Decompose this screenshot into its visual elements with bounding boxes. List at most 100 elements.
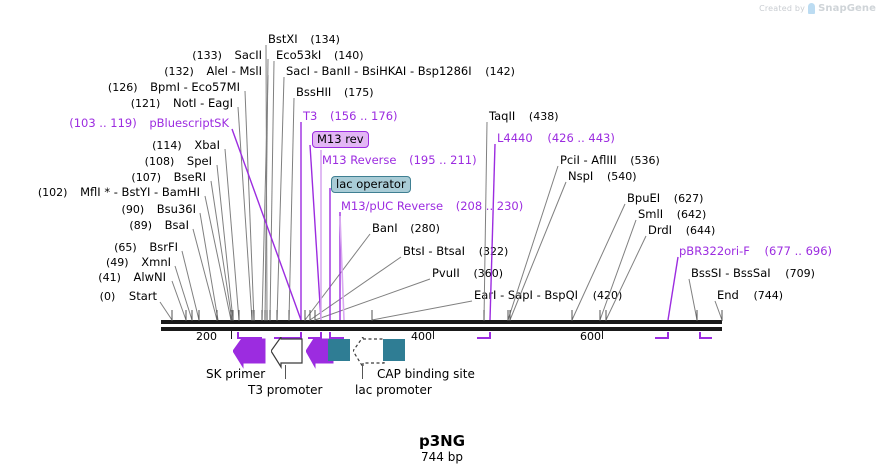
enzyme-position: (360) <box>473 267 504 280</box>
enzyme-position: (280) <box>410 222 440 235</box>
enzyme-name: BssHII <box>296 85 332 99</box>
ruler-tick-600 <box>602 331 603 339</box>
label-mfli-bstyi-bamhi[interactable]: (102) MflI * - BstYI - BamHI <box>0 185 200 200</box>
feature-glyph-sk-primer[interactable] <box>233 337 269 369</box>
feature-label-cap-binding-site[interactable]: CAP binding site <box>377 367 475 381</box>
feature-glyph-lac-operator[interactable] <box>328 339 350 361</box>
label-m13-rev[interactable]: M13 rev <box>312 131 369 148</box>
position: (0) <box>99 290 116 303</box>
label-smli[interactable]: SmlI (642) <box>638 207 707 222</box>
feature-range: (426 .. 443) <box>547 131 615 145</box>
feature-range: (156 .. 176) <box>330 109 398 123</box>
label-alwni[interactable]: (41) AlwNI <box>0 271 166 285</box>
watermark-prefix: Created by <box>759 4 806 13</box>
enzyme-position: (121) <box>130 97 161 110</box>
position: (744) <box>753 289 784 302</box>
feature-label-t3-promoter[interactable]: T3 promoter <box>248 383 323 397</box>
label-bsai[interactable]: (89) BsaI <box>0 219 189 233</box>
label-earl-sapi-bspqi[interactable]: EarI - SapI - BspQI (420) <box>474 289 623 303</box>
enzyme-position: (540) <box>606 170 637 183</box>
enzyme-name: XbaI <box>194 138 220 152</box>
enzyme-position: (133) <box>192 49 222 62</box>
label-bsshii[interactable]: BssHII (175) <box>296 85 374 100</box>
ruler-label-600: 600 <box>580 330 601 343</box>
enzyme-name: NotI - EagI <box>172 96 233 110</box>
label-m13-reverse[interactable]: M13 Reverse (195 .. 211) <box>322 154 477 167</box>
label-m13-puc-reverse[interactable]: M13/pUC Reverse (208 .. 230) <box>341 200 523 213</box>
label-pvuii[interactable]: PvuII (360) <box>432 266 504 281</box>
enzyme-position: (89) <box>129 219 153 232</box>
feature-name: pBluescriptSK <box>149 116 229 130</box>
enzyme-position: (142) <box>485 65 515 78</box>
enzyme-name: BssSI - BssSaI <box>691 266 771 280</box>
enzyme-name: XmnI <box>141 255 171 269</box>
label-sacii[interactable]: (133) SacII <box>0 49 262 63</box>
ruler-tick-200 <box>231 331 232 339</box>
label-taqii[interactable]: TaqII (438) <box>489 109 559 124</box>
label-l4440[interactable]: L4440 (426 .. 443) <box>497 132 615 145</box>
snapgene-logo-icon <box>808 3 816 14</box>
enzyme-position: (140) <box>333 49 364 62</box>
label-nspi[interactable]: NspI (540) <box>568 170 637 184</box>
feature-glyph-cap-binding-site[interactable] <box>383 339 405 361</box>
enzyme-name: SpeI <box>186 154 212 168</box>
enzyme-name: BsrFI <box>149 240 178 254</box>
feature-name: L4440 <box>497 131 533 145</box>
watermark-brand: SnapGene <box>818 3 876 14</box>
label-pbr322ori-f[interactable]: pBR322ori-F (677 .. 696) <box>679 245 832 258</box>
enzyme-name: PvuII <box>432 266 460 280</box>
enzyme-position: (627) <box>673 192 704 205</box>
label-pbluescriptsk[interactable]: (103 .. 119) pBluescriptSK <box>0 117 229 130</box>
label-start[interactable]: (0) Start <box>0 290 157 304</box>
feature-stem-t3-promoter <box>285 365 286 379</box>
feature-glyph-lac-promoter[interactable] <box>353 337 387 369</box>
enzyme-name: SmlI <box>638 207 664 221</box>
label-bpuei[interactable]: BpuEI (627) <box>627 191 704 206</box>
enzyme-position: (49) <box>105 256 129 269</box>
label-bpmi-eco57mi[interactable]: (126) BpmI - Eco57MI <box>0 81 240 95</box>
enzyme-position: (175) <box>343 86 374 99</box>
label-bsssi-bsssai[interactable]: BssSI - BssSaI (709) <box>691 266 815 281</box>
enzyme-name: BpuEI <box>627 191 661 205</box>
enzyme-name: TaqII <box>489 109 516 123</box>
ruler-tick-400 <box>433 331 434 339</box>
label-eco53ki[interactable]: Eco53kI (140) <box>276 48 364 63</box>
enzyme-name: SacI - BanII - BsiHKAI - Bsp1286I <box>286 64 472 78</box>
feature-name: M13 Reverse <box>322 153 397 167</box>
enzyme-position: (126) <box>107 81 138 94</box>
enzyme-name: BanI <box>372 221 398 235</box>
feature-stem-lac-promoter <box>362 365 363 379</box>
plasmid-name: p3NG <box>418 432 466 450</box>
feature-name: M13/pUC Reverse <box>341 199 444 213</box>
label-bstxi[interactable]: BstXI (134) <box>268 33 340 47</box>
feature-label-lac-promoter[interactable]: lac promoter <box>355 383 432 397</box>
enzyme-position: (642) <box>676 208 707 221</box>
feature-name: T3 <box>303 109 318 123</box>
label-alei-msli[interactable]: (132) AleI - MslI <box>0 65 262 79</box>
enzyme-position: (438) <box>528 110 559 123</box>
enzyme-name: Eco53kI <box>276 48 322 62</box>
label-xmni[interactable]: (49) XmnI <box>0 255 171 270</box>
label-bseri[interactable]: (107) BseRI <box>0 171 206 185</box>
feature-label-sk-primer[interactable]: SK primer <box>206 367 266 381</box>
feature-glyph-t3-promoter[interactable] <box>271 337 305 369</box>
label-spei[interactable]: (108) SpeI <box>0 154 212 169</box>
label-noti-eagi[interactable]: (121) NotI - EagI <box>0 96 233 111</box>
enzyme-position: (90) <box>121 203 145 216</box>
label-lac-operator[interactable]: lac operator <box>331 176 411 193</box>
label-xbai[interactable]: (114) XbaI <box>0 138 220 153</box>
label-saci-group[interactable]: SacI - BanII - BsiHKAI - Bsp1286I (142) <box>286 64 515 79</box>
backbone-top-strand <box>161 320 722 324</box>
enzyme-position: (134) <box>310 33 340 46</box>
label-bani[interactable]: BanI (280) <box>372 221 440 236</box>
enzyme-name: MflI * - BstYI - BamHI <box>80 185 200 199</box>
label-btsi[interactable]: BtsI - BtsaI (322) <box>403 245 508 259</box>
label-end[interactable]: End (744) <box>717 289 784 303</box>
enzyme-position: (65) <box>114 241 137 254</box>
enzyme-position: (420) <box>592 289 623 302</box>
label-pcii-afliii[interactable]: PciI - AflIII (536) <box>560 154 660 168</box>
label-bsu36i[interactable]: (90) Bsu36I <box>0 203 196 217</box>
label-drdi[interactable]: DrdI (644) <box>648 224 715 238</box>
label-bsrfi[interactable]: (65) BsrFI <box>0 240 178 255</box>
label-t3[interactable]: T3 (156 .. 176) <box>303 110 398 123</box>
